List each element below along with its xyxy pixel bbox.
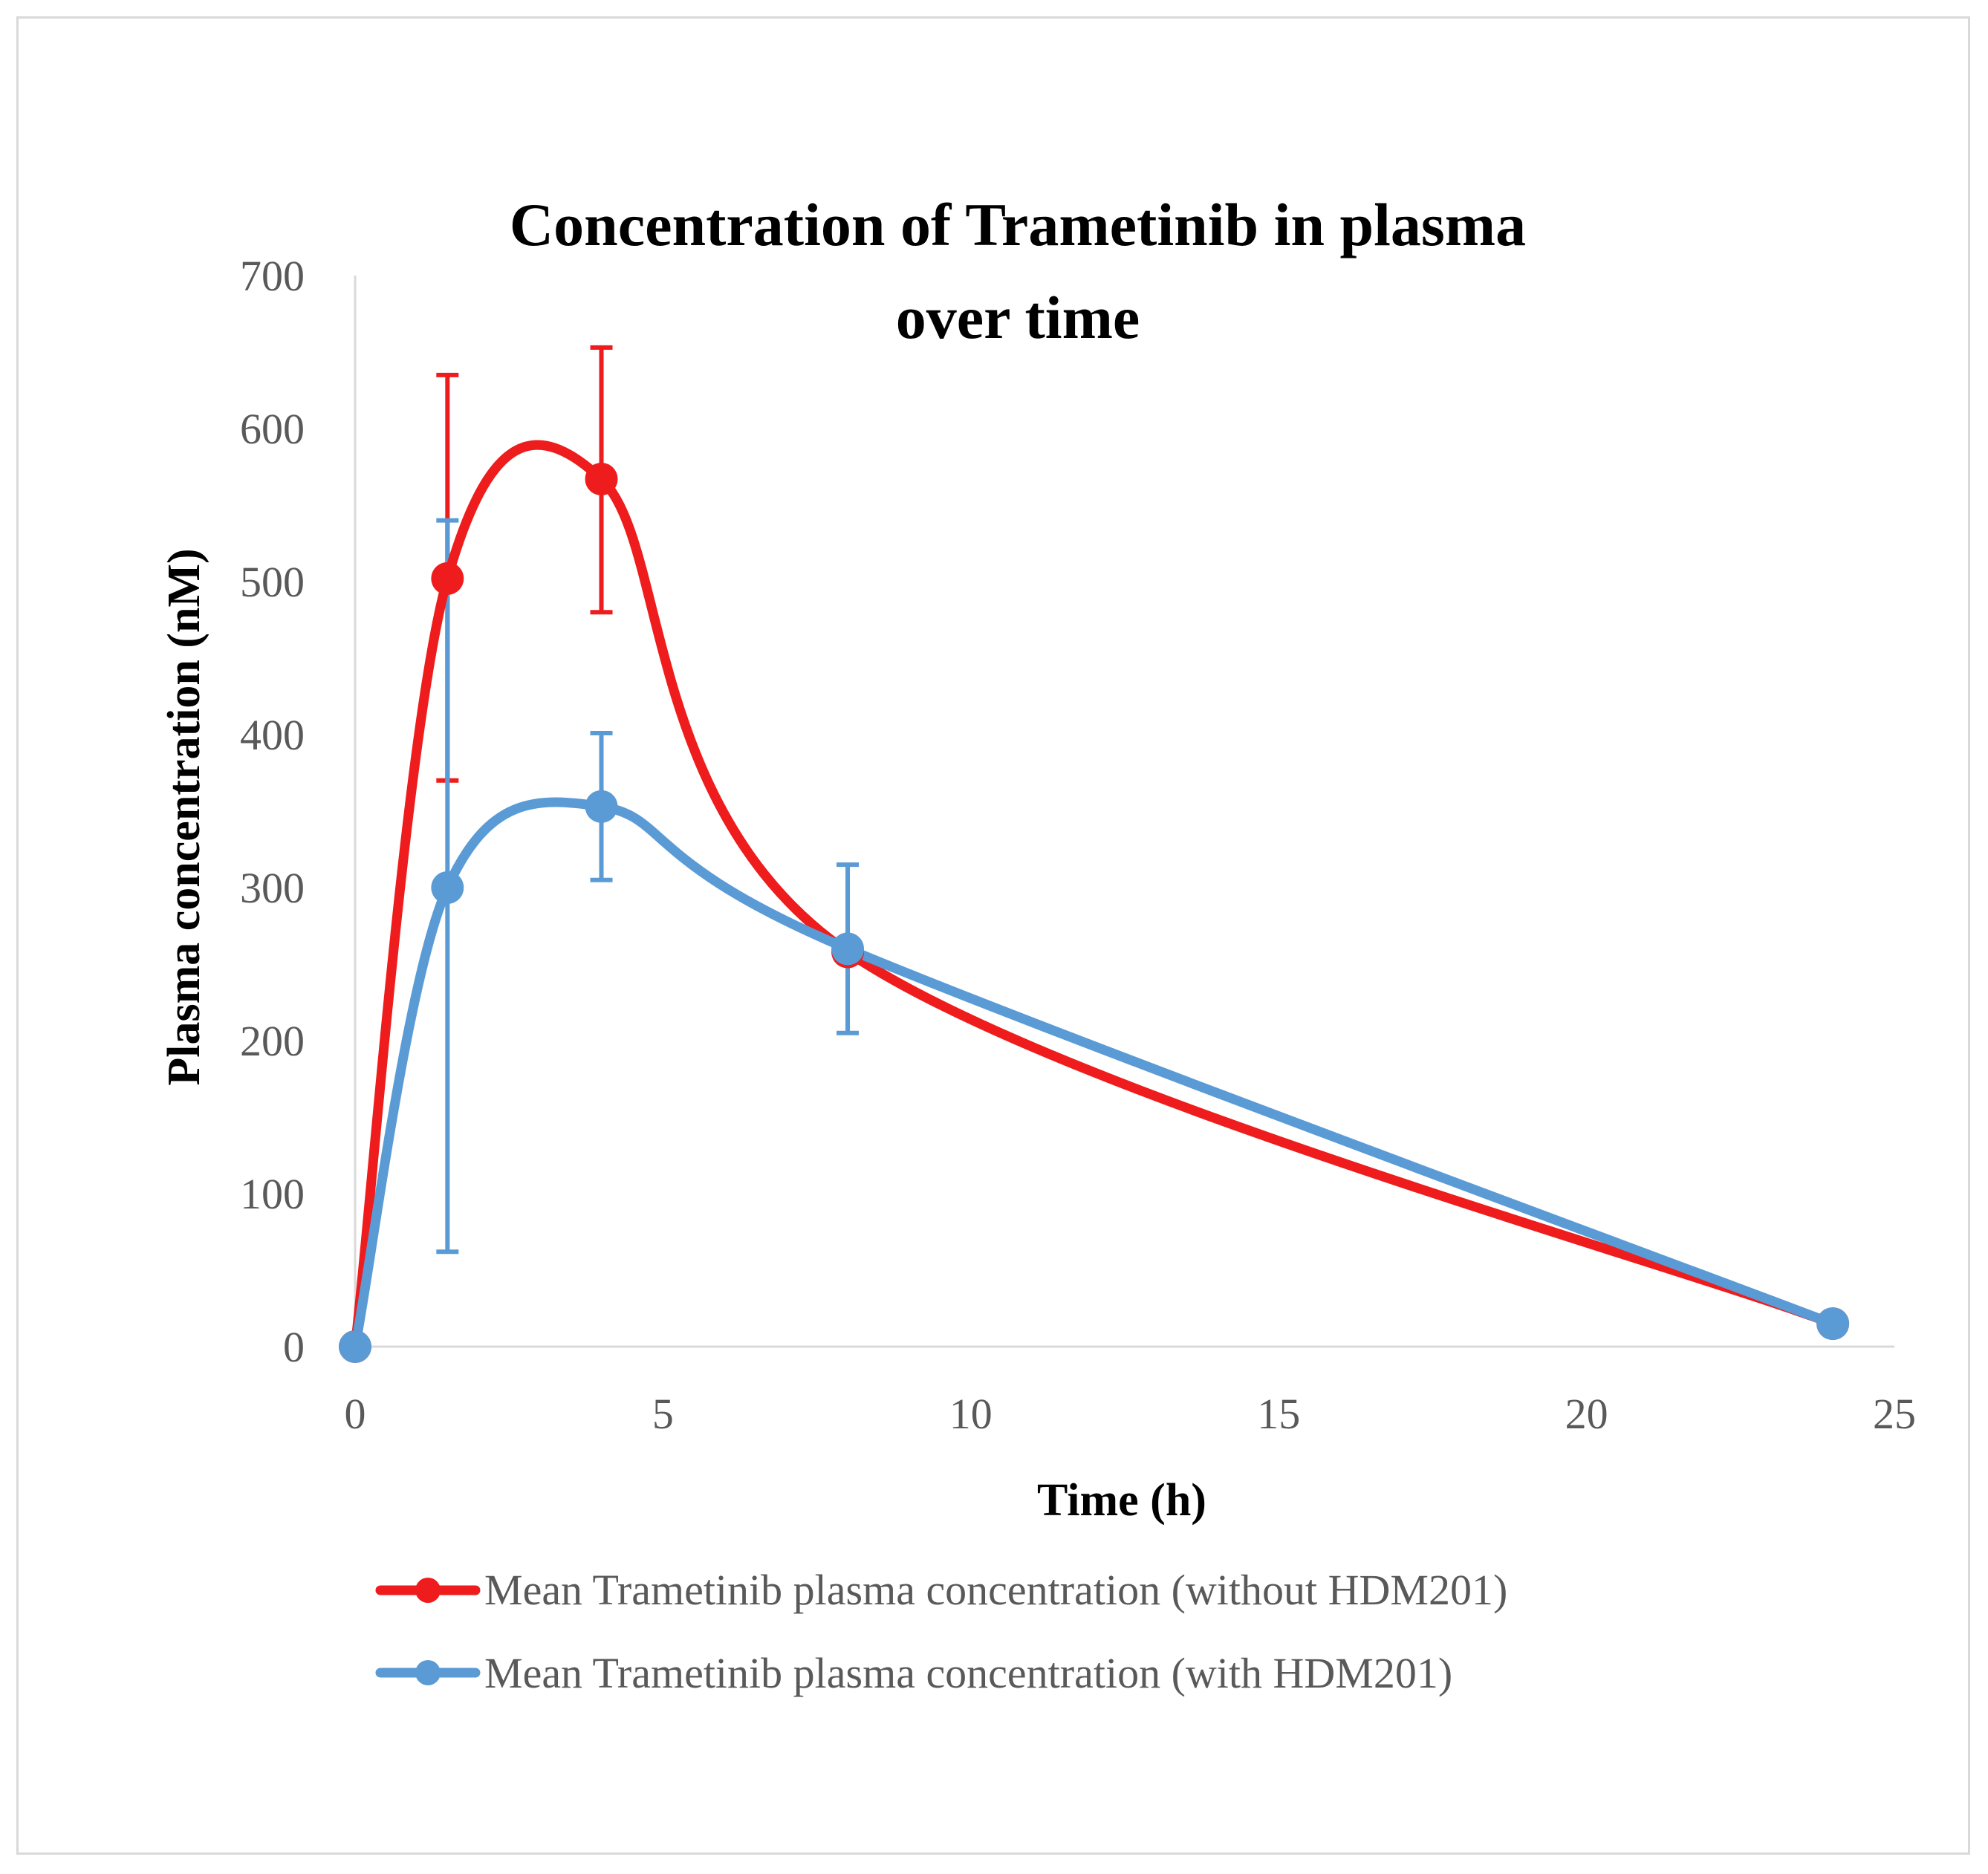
y-tick-label: 700 (240, 252, 305, 300)
y-tick-label: 0 (283, 1323, 305, 1371)
series-lines (350, 440, 1838, 1352)
x-tick-label: 5 (652, 1390, 674, 1438)
x-tick-label: 15 (1257, 1390, 1300, 1438)
legend-swatch-marker-blue (415, 1660, 441, 1685)
legend-item-without-hdm201: Mean Trametinib plasma concentration (wi… (375, 1566, 1507, 1614)
data-point-with-hdm201 (831, 932, 865, 966)
data-points (339, 462, 1850, 1363)
legend-label-without-hdm201: Mean Trametinib plasma concentration (wi… (484, 1566, 1507, 1614)
chart-title-line-1: Concentration of Trametinib in plasma (510, 191, 1526, 258)
data-point-without-hdm201 (585, 462, 618, 495)
chart-title-line-2: over time (896, 284, 1140, 351)
data-point-with-hdm201 (431, 871, 464, 904)
y-tick-label: 300 (240, 864, 305, 912)
y-tick-label: 400 (240, 711, 305, 759)
axes (354, 276, 1894, 1348)
data-point-with-hdm201 (585, 790, 618, 823)
y-tick-label: 100 (240, 1170, 305, 1218)
data-point-with-hdm201 (339, 1330, 371, 1363)
x-tick-label: 25 (1873, 1390, 1916, 1438)
legend: Mean Trametinib plasma concentration (wi… (375, 1566, 1507, 1697)
data-point-without-hdm201 (431, 562, 464, 595)
legend-swatch-marker-red (415, 1578, 441, 1603)
series-line-without-hdm201 (350, 440, 1838, 1352)
x-tick-label: 20 (1565, 1390, 1608, 1438)
series-line-with-hdm201 (350, 797, 1838, 1352)
tick-labels: 0 5 10 15 20 25 0 100 200 300 400 500 600 700 (240, 252, 1916, 1438)
chart-frame (16, 16, 1970, 1855)
y-tick-label: 500 (240, 558, 305, 606)
x-axis-title: Time (h) (1037, 1475, 1206, 1526)
y-tick-label: 200 (240, 1017, 305, 1065)
error-bars (436, 345, 860, 1255)
legend-item-with-hdm201: Mean Trametinib plasma concentration (wi… (375, 1649, 1452, 1697)
y-axis-title: Plasma concentration (nM) (159, 548, 209, 1085)
y-tick-label: 600 (240, 405, 305, 453)
data-point-with-hdm201 (1816, 1307, 1850, 1341)
x-tick-label: 10 (949, 1390, 993, 1438)
legend-label-with-hdm201: Mean Trametinib plasma concentration (wi… (484, 1649, 1452, 1697)
x-tick-label: 0 (345, 1390, 366, 1438)
